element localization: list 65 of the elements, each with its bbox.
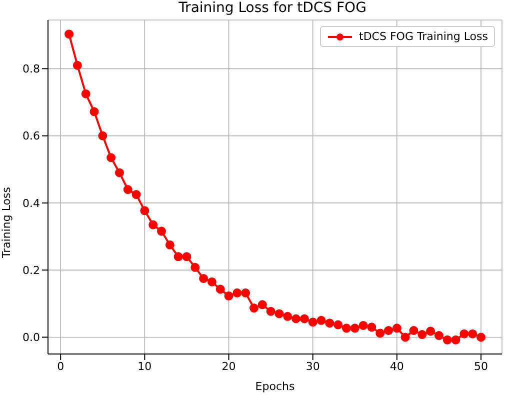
x-axis-title: Epochs — [255, 380, 295, 393]
point — [132, 190, 141, 200]
point — [216, 284, 225, 294]
y-tick-label: 0.2 — [22, 264, 40, 277]
chart-title: Training Loss for tDCS FOG — [178, 0, 368, 16]
point — [342, 324, 351, 333]
point — [106, 153, 116, 162]
point — [316, 316, 326, 325]
point — [182, 252, 192, 262]
point — [300, 314, 309, 324]
point — [460, 329, 469, 338]
point — [325, 318, 334, 328]
x-tick-label: 0 — [57, 360, 64, 373]
point — [426, 326, 436, 336]
point — [190, 262, 200, 272]
point — [81, 89, 90, 98]
point — [98, 131, 108, 140]
point — [90, 107, 99, 116]
point — [358, 320, 368, 330]
y-tick-label: 0.0 — [22, 331, 40, 344]
point — [249, 304, 258, 313]
point — [334, 320, 343, 330]
x-tick-label: 40 — [390, 360, 404, 373]
point — [174, 252, 183, 262]
x-tick-label: 30 — [306, 360, 320, 373]
point — [292, 314, 301, 324]
point — [308, 318, 318, 327]
point — [283, 312, 292, 321]
point — [165, 240, 174, 250]
y-axis-title: Training Loss — [0, 186, 13, 260]
y-tick-label: 0.8 — [22, 62, 40, 76]
point — [199, 274, 208, 283]
point — [140, 206, 150, 216]
point — [241, 288, 250, 298]
y-tick-label: 0.4 — [22, 196, 40, 210]
y-tick-label: 0.6 — [22, 130, 40, 143]
x-tick-label: 10 — [138, 360, 152, 373]
point — [350, 324, 360, 333]
point — [258, 300, 267, 310]
point — [157, 226, 166, 236]
point — [476, 332, 486, 342]
point — [392, 324, 402, 333]
point — [384, 326, 393, 336]
point — [72, 60, 82, 70]
point — [434, 331, 444, 340]
point — [442, 335, 452, 344]
point — [232, 288, 242, 298]
point — [451, 335, 460, 344]
legend-label: tDCS FOG Training Loss — [359, 30, 488, 43]
point — [207, 277, 216, 286]
point — [409, 326, 418, 336]
point — [367, 322, 376, 332]
point — [274, 309, 284, 318]
point — [123, 185, 132, 194]
x-tick-label: 50 — [474, 360, 488, 373]
point — [64, 30, 74, 39]
point — [418, 330, 427, 340]
point — [266, 306, 276, 316]
point — [468, 329, 478, 338]
point — [224, 291, 234, 300]
x-tick-label: 20 — [222, 360, 236, 373]
point — [376, 328, 385, 338]
point — [400, 332, 410, 342]
point — [148, 220, 158, 230]
point — [114, 168, 124, 178]
